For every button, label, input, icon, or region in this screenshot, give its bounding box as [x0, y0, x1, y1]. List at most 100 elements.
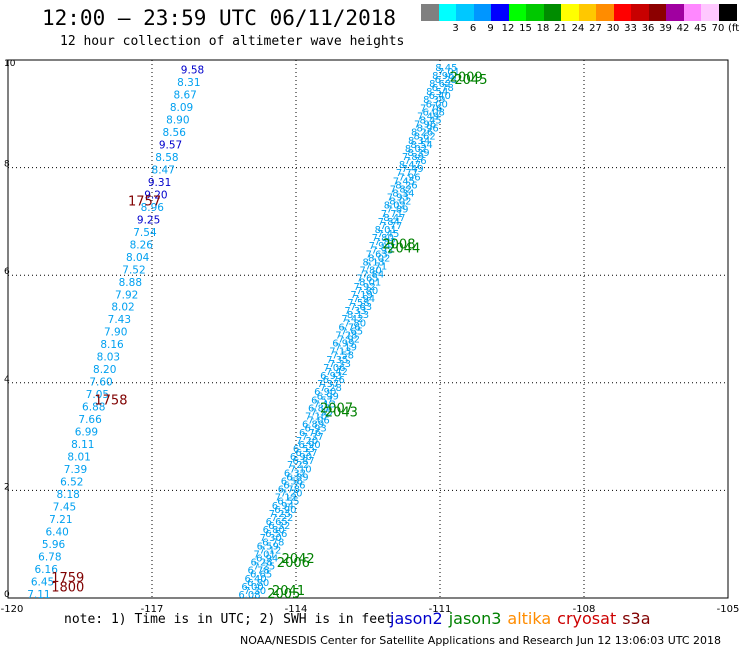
wave-height-label[interactable]: 6.76 [283, 480, 305, 491]
wave-height-label[interactable]: 7.35 [311, 407, 333, 418]
wave-height-label[interactable]: 8.09 [170, 102, 193, 114]
wave-height-label[interactable]: 6.93 [304, 424, 326, 435]
wave-height-label[interactable]: 8.02 [368, 253, 390, 264]
wave-height-label[interactable]: 8.16 [100, 339, 124, 351]
track-east[interactable]: 6.087.306.006.806.406.656.787.256.286.94… [238, 63, 460, 601]
wave-height-label[interactable]: 7.89 [386, 205, 408, 216]
wave-height-label[interactable]: 6.99 [332, 339, 354, 350]
wave-height-label[interactable]: 6.78 [432, 83, 454, 94]
wave-height-label[interactable]: 6.80 [263, 525, 285, 536]
wave-height-label[interactable]: 7.52 [122, 264, 145, 276]
wave-height-label[interactable]: 7.84 [378, 217, 400, 228]
wave-height-label[interactable]: 6.55 [293, 444, 315, 455]
wave-height-label[interactable]: 6.16 [35, 564, 59, 576]
wave-height-label[interactable]: 6.99 [75, 427, 98, 439]
wave-height-label[interactable]: 6.57 [295, 448, 317, 459]
wave-height-label[interactable]: 7.10 [305, 412, 327, 423]
wave-height-label[interactable]: 7.19 [335, 343, 357, 354]
wave-height-label[interactable]: 8.31 [177, 77, 200, 89]
wave-height-label[interactable]: 7.12 [275, 493, 297, 504]
wave-height-label[interactable]: 6.78 [278, 485, 300, 496]
wave-height-label[interactable]: 7.35 [326, 355, 348, 366]
wave-height-label[interactable]: 6.89 [302, 420, 324, 431]
wave-height-label[interactable]: 6.40 [429, 91, 451, 102]
wave-height-label[interactable]: 6.00 [241, 582, 263, 593]
wave-height-label[interactable]: 7.45 [393, 176, 415, 187]
wave-height-label[interactable]: 8.02 [389, 197, 411, 208]
wave-height-label[interactable]: 7.37 [301, 432, 323, 443]
wave-height-label[interactable]: 6.88 [82, 402, 105, 414]
wave-height-label[interactable]: 7.80 [360, 266, 382, 277]
wave-height-label[interactable]: 7.96 [398, 172, 420, 183]
wave-height-label[interactable]: 8.47 [152, 164, 175, 176]
wave-height-label[interactable]: 7.01 [438, 67, 460, 78]
wave-height-label[interactable]: 7.60 [89, 377, 112, 389]
wave-height-label[interactable]: 9.20 [144, 189, 167, 201]
wave-height-label[interactable]: 6.65 [250, 570, 272, 581]
wave-height-label[interactable]: 7.80 [356, 286, 378, 297]
wave-height-label[interactable]: 7.58 [332, 351, 354, 362]
wave-height-label[interactable]: 8.02 [111, 302, 134, 314]
wave-height-label[interactable]: 8.58 [155, 152, 178, 164]
wave-height-label[interactable]: 8.45 [420, 115, 442, 126]
wave-height-label[interactable]: 7.65 [356, 274, 378, 285]
wave-height-label[interactable]: 6.45 [31, 577, 54, 589]
wave-height-label[interactable]: 7.77 [380, 221, 402, 232]
wave-height-label[interactable]: 7.49 [401, 164, 423, 175]
track-west[interactable]: 7.116.456.166.785.966.407.217.458.186.52… [27, 64, 204, 601]
wave-height-label[interactable]: 7.63 [366, 249, 388, 260]
wave-height-label[interactable]: 7.92 [353, 282, 375, 293]
wave-height-label[interactable]: 7.92 [338, 334, 360, 345]
wave-height-label[interactable]: 8.39 [407, 148, 429, 159]
wave-height-label[interactable]: 8.62 [429, 79, 451, 90]
wave-height-label[interactable]: 7.71 [365, 261, 387, 272]
wave-height-label[interactable]: 7.93 [387, 193, 409, 204]
wave-height-label[interactable]: 7.21 [49, 514, 72, 526]
wave-height-label[interactable]: 7.45 [377, 229, 399, 240]
wave-height-label[interactable]: 7.58 [347, 298, 369, 309]
wave-height-label[interactable]: 8.01 [67, 452, 90, 464]
wave-height-label[interactable]: 7.28 [320, 383, 342, 394]
wave-height-label[interactable]: 8.67 [173, 89, 196, 101]
wave-height-label[interactable]: 7.37 [317, 379, 339, 390]
wave-height-label[interactable]: 9.57 [159, 139, 182, 151]
wave-height-label[interactable]: 7.71 [381, 209, 403, 220]
wave-height-label[interactable]: 6.40 [244, 574, 266, 585]
wave-height-label[interactable]: 6.57 [311, 395, 333, 406]
wave-height-label[interactable]: 7.25 [253, 562, 275, 573]
wave-height-label[interactable]: 7.93 [371, 245, 393, 256]
wave-height-label[interactable]: 7.11 [27, 589, 50, 601]
wave-height-label[interactable]: 7.33 [344, 306, 366, 317]
wave-height-label[interactable]: 6.32 [284, 468, 306, 479]
wave-height-label[interactable]: 6.87 [292, 456, 314, 467]
wave-height-label[interactable]: 6.28 [251, 558, 273, 569]
wave-height-label[interactable]: 8.90 [166, 114, 189, 126]
wave-height-label[interactable]: 7.43 [108, 314, 131, 326]
wave-height-label[interactable]: 7.80 [372, 233, 394, 244]
wave-height-label[interactable]: 7.82 [374, 237, 396, 248]
wave-height-label[interactable]: 7.66 [78, 414, 102, 426]
wave-height-label[interactable]: 9.58 [181, 64, 204, 76]
wave-height-label[interactable]: 8.96 [141, 202, 165, 214]
wave-height-label[interactable]: 7.28 [335, 330, 357, 341]
wave-height-label[interactable]: 7.49 [417, 111, 439, 122]
wave-height-label[interactable]: 6.76 [299, 428, 321, 439]
wave-height-label[interactable]: 7.63 [350, 302, 372, 313]
wave-height-label[interactable]: 7.94 [369, 241, 391, 252]
wave-height-label[interactable]: 9.31 [148, 177, 171, 189]
wave-height-label[interactable]: 6.78 [262, 537, 284, 548]
wave-height-label[interactable]: 8.26 [411, 128, 433, 139]
wave-height-label[interactable]: 6.56 [265, 529, 287, 540]
wave-height-label[interactable]: 7.39 [64, 464, 87, 476]
wave-height-label[interactable]: 6.32 [268, 521, 290, 532]
wave-height-label[interactable]: 7.20 [296, 436, 318, 447]
wave-height-label[interactable]: 8.62 [413, 132, 435, 143]
wave-height-label[interactable]: 8.01 [359, 278, 381, 289]
wave-height-label[interactable]: 8.39 [423, 95, 445, 106]
wave-height-label[interactable]: 7.80 [344, 318, 366, 329]
wave-height-label[interactable]: 7.01 [254, 549, 276, 560]
wave-height-label[interactable]: 8.02 [384, 201, 406, 212]
wave-height-label[interactable]: 7.13 [329, 347, 351, 358]
wave-height-label[interactable]: 8.26 [130, 239, 154, 251]
wave-height-label[interactable]: 6.90 [298, 440, 320, 451]
